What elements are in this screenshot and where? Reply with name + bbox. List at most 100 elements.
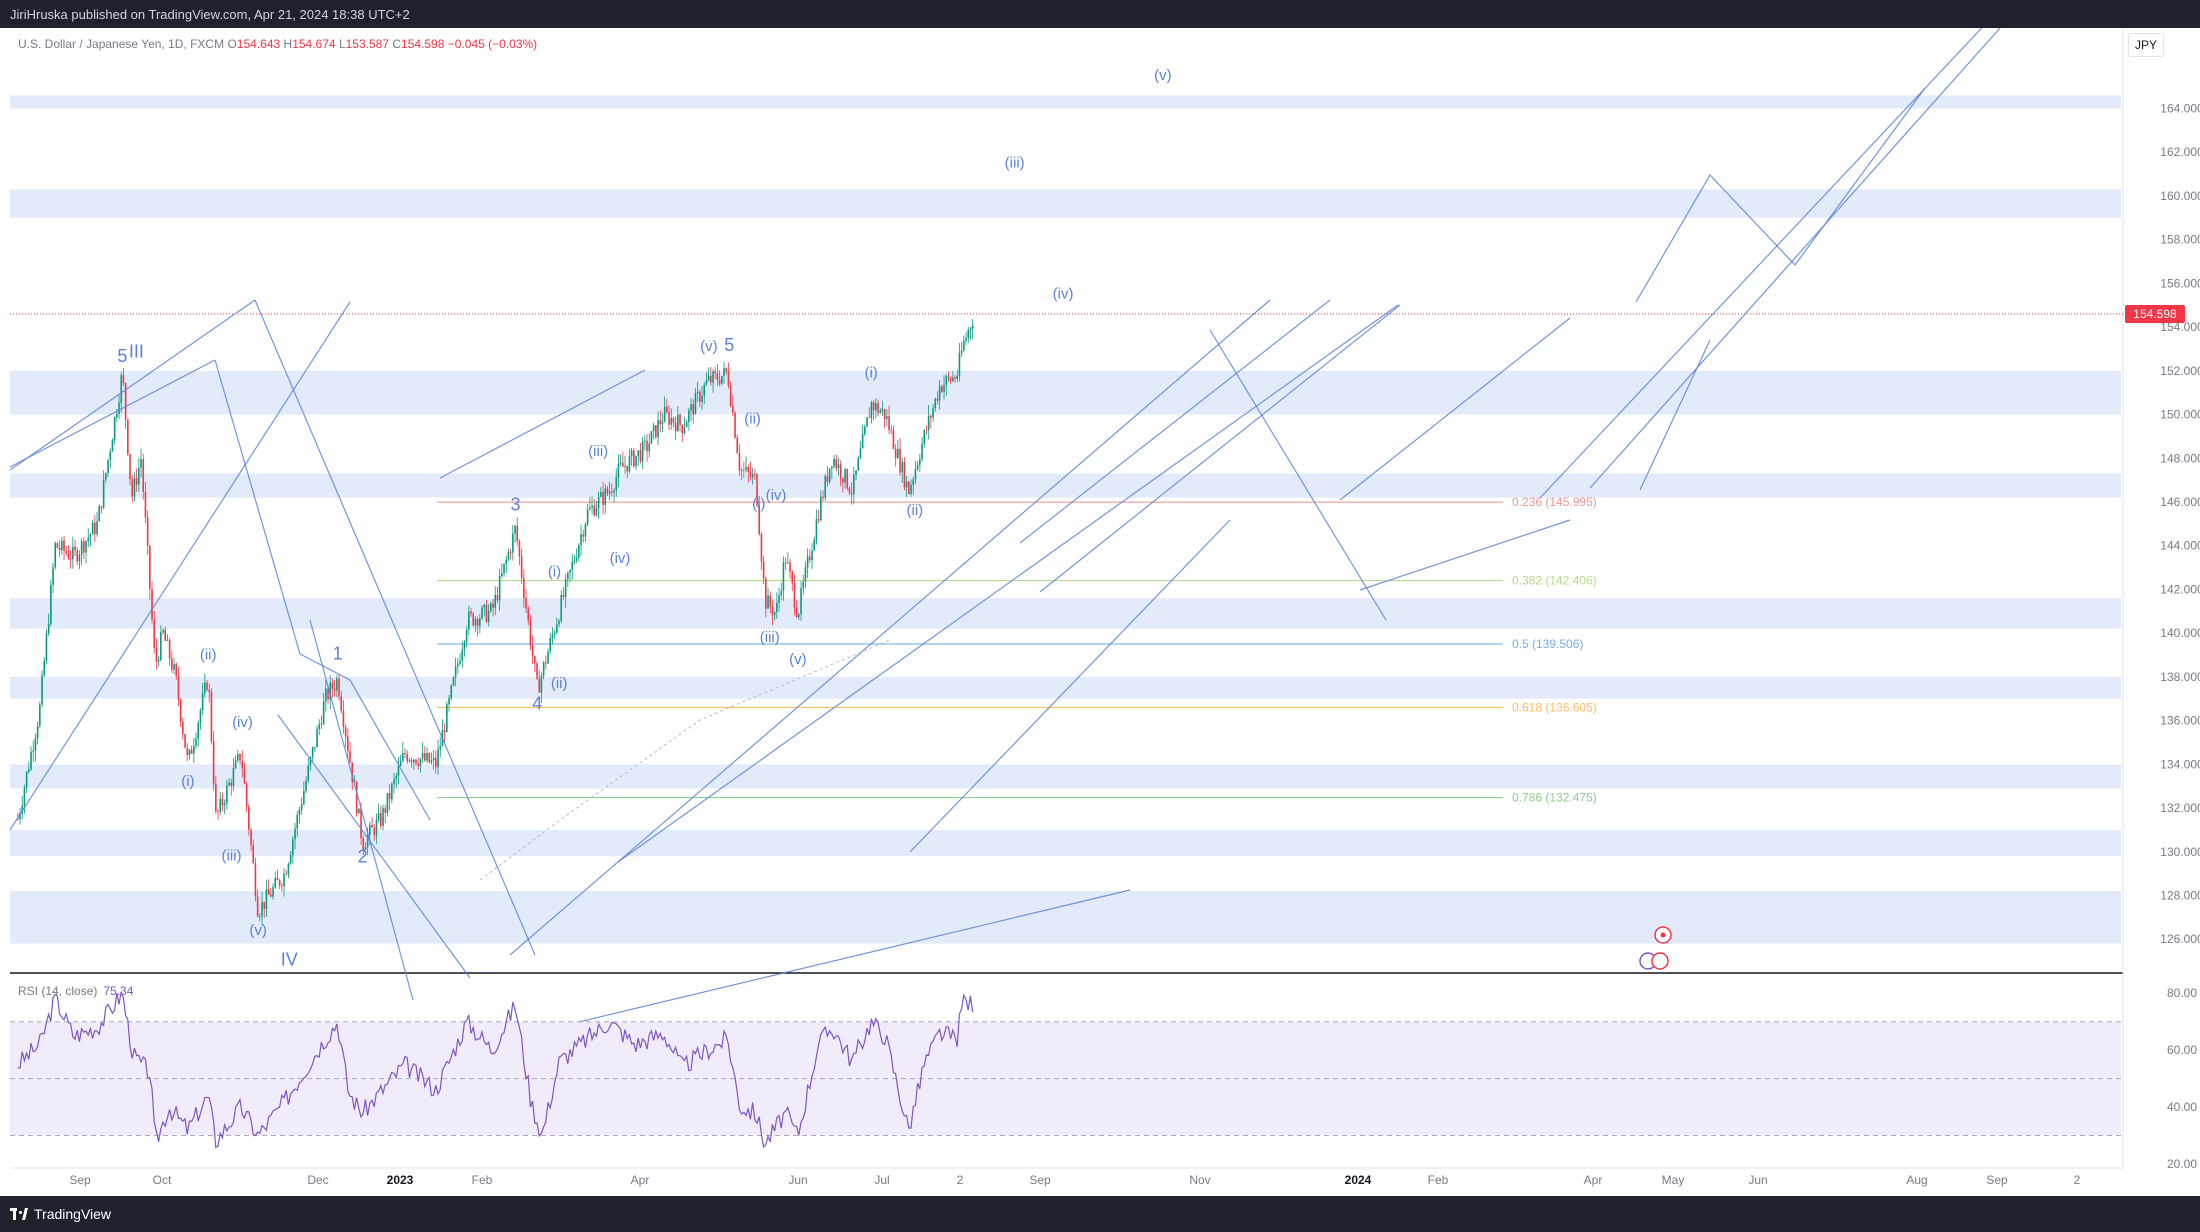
candle-body [969,328,972,330]
time-tick-label: Feb [1428,1173,1449,1187]
candle-body [111,440,114,452]
candle-body [811,550,813,561]
high-label: H [283,37,293,51]
candle-body [547,651,549,664]
wave-label: (i) [181,773,194,790]
wave-label: (i) [548,563,561,580]
candle-body [626,465,629,472]
candle-body [652,425,655,432]
candle-body [91,522,94,535]
candle-body [938,386,941,401]
brand[interactable]: TradingView [10,1206,111,1222]
candle-body [520,556,523,578]
candle-body [802,581,805,589]
candle-body [767,595,769,609]
candle-body [595,508,598,516]
candle-body [650,431,653,444]
candle-body [888,416,890,430]
candle-body [131,479,134,497]
candle-body [787,562,789,564]
candle-body [668,411,670,425]
candle-body [146,517,149,546]
candle-body [83,541,85,553]
candle-body [94,522,96,535]
candle-body [21,805,24,814]
candle-body [428,753,431,763]
candle-body [813,539,816,551]
price-tick-label: 154.000 [2160,320,2200,334]
candle-body [908,481,910,495]
sr-zone [10,370,2121,415]
candle-body [168,639,171,659]
candle-body [723,368,725,376]
candle-body [113,417,116,441]
price-tick-label: 144.000 [2160,539,2200,553]
candle-body [615,477,618,491]
candle-body [274,877,277,888]
sr-zone [10,598,2121,629]
wave-trendline [277,714,471,979]
candle-body [670,418,673,425]
candle-body [476,619,479,627]
candle-body [679,414,681,425]
candle-body [232,768,235,786]
candle-body [573,560,576,562]
wave-label: III [129,342,144,362]
candle-body [179,699,182,722]
candle-body [221,798,224,806]
candle-body [135,478,138,485]
candle-body [490,603,492,611]
candle-body [281,885,283,887]
wave-label: (iv) [766,487,787,504]
candle-body [472,613,475,626]
candle-body [784,562,787,564]
price-tick-label: 148.000 [2160,451,2200,465]
price-chart[interactable]: 0.236 (145.995) 0.382 (142.406) 0.5 (139.5… [0,28,2200,1196]
currency-button[interactable]: JPY [2128,33,2164,57]
wave-label: (iii) [1005,155,1025,172]
candle-body [47,623,50,634]
candle-body [261,901,263,917]
candle-body [415,759,417,764]
candle-body [848,488,851,493]
candle-body [606,488,609,494]
rsi-tick-label: 80.00 [2167,986,2197,1000]
candle-body [391,784,393,800]
candle-body [613,490,615,493]
wave-label: (iii) [760,629,780,646]
candle-body [17,818,19,820]
time-tick-label: Dec [307,1173,328,1187]
candle-body [886,416,888,419]
candle-body [65,550,68,554]
candle-body [364,847,367,850]
candle-body [868,417,871,419]
candle-body [69,558,72,560]
candle-body [890,429,893,431]
time-tick-label: Apr [1584,1173,1603,1187]
candle-body [468,611,470,630]
candle-body [773,612,776,616]
candle-body [325,688,327,702]
candle-body [61,540,63,550]
candle-body [945,376,948,385]
brand-name: TradingView [34,1206,112,1222]
candle-body [655,425,657,438]
wave-trendline [439,369,646,479]
candle-body [776,602,778,613]
candle-body [432,757,435,761]
candle-body [395,775,398,780]
candle-body [826,475,829,483]
candle-body [210,692,213,742]
candle-body [861,434,864,449]
candle-body [388,792,391,800]
candle-body [584,524,587,537]
candle-body [164,630,167,641]
candle-body [630,450,633,457]
candle-body [408,760,411,762]
candle-body [769,595,772,607]
candle-body [648,443,651,452]
candle-body [934,398,937,409]
candle-body [87,537,90,541]
candle-body [34,738,37,751]
candle-body [536,663,538,679]
